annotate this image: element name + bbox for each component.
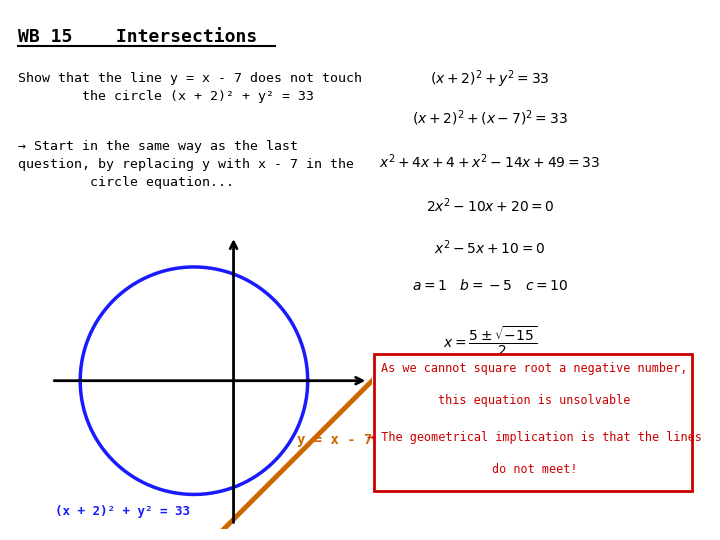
- Text: $x^2 - 5x + 10 = 0$: $x^2 - 5x + 10 = 0$: [434, 238, 546, 256]
- Text: y = x - 7: y = x - 7: [297, 433, 372, 447]
- Text: $(x + 2)^2 + (x - 7)^2 = 33$: $(x + 2)^2 + (x - 7)^2 = 33$: [412, 108, 568, 127]
- Text: $a = 1 \quad b = -5 \quad c = 10$: $a = 1 \quad b = -5 \quad c = 10$: [412, 278, 568, 293]
- FancyBboxPatch shape: [374, 354, 692, 491]
- Text: question, by replacing y with x - 7 in the: question, by replacing y with x - 7 in t…: [18, 158, 354, 171]
- Text: WB 15    Intersections: WB 15 Intersections: [18, 28, 257, 46]
- Text: → Start in the same way as the last: → Start in the same way as the last: [18, 140, 298, 153]
- Text: the circle (x + 2)² + y² = 33: the circle (x + 2)² + y² = 33: [18, 90, 314, 103]
- Text: → The geometrical implication is that the lines: → The geometrical implication is that th…: [367, 431, 702, 444]
- Text: do not meet!: do not meet!: [492, 463, 577, 476]
- Text: As we cannot square root a negative number,: As we cannot square root a negative numb…: [382, 362, 688, 375]
- Text: $2x^2 - 10x + 20 = 0$: $2x^2 - 10x + 20 = 0$: [426, 196, 554, 214]
- Text: $x = \dfrac{5 \pm \sqrt{-15}}{2}$: $x = \dfrac{5 \pm \sqrt{-15}}{2}$: [443, 325, 537, 358]
- Text: Show that the line y = x - 7 does not touch: Show that the line y = x - 7 does not to…: [18, 72, 362, 85]
- Text: $(x + 2)^2 + y^2 = 33$: $(x + 2)^2 + y^2 = 33$: [430, 68, 550, 90]
- Text: $x^2 + 4x + 4 + x^2 - 14x + 49 = 33$: $x^2 + 4x + 4 + x^2 - 14x + 49 = 33$: [379, 152, 600, 171]
- Text: (x + 2)² + y² = 33: (x + 2)² + y² = 33: [55, 505, 190, 518]
- Text: circle equation...: circle equation...: [18, 176, 234, 189]
- Text: this equation is unsolvable: this equation is unsolvable: [438, 394, 631, 407]
